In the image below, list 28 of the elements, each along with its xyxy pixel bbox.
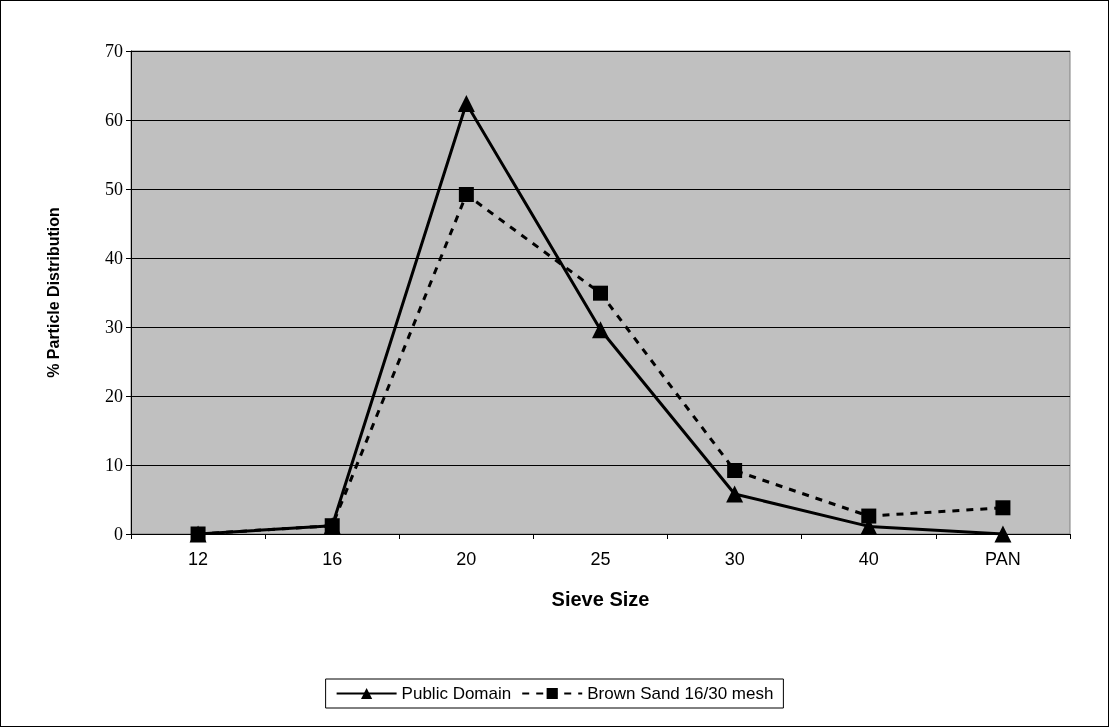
x-tick-label: 30 <box>724 549 745 569</box>
point <box>593 285 608 301</box>
point <box>726 485 744 503</box>
x-tick-label: 20 <box>456 549 477 569</box>
point <box>457 94 475 112</box>
legend-label: Brown Sand 16/30 mesh <box>587 684 774 703</box>
y-tick-label: 70 <box>105 41 123 61</box>
y-tick-label: 30 <box>105 317 123 337</box>
y-tick-label: 10 <box>105 455 123 475</box>
x-tick-label: 40 <box>858 549 879 569</box>
point <box>458 187 474 203</box>
x-tick-label: 12 <box>188 549 209 569</box>
x-axis-title: Sieve Size <box>551 588 650 610</box>
y-tick-label: 50 <box>105 179 123 199</box>
point <box>994 525 1012 543</box>
y-tick-label: 40 <box>105 248 123 268</box>
point <box>727 463 743 479</box>
x-tick-label: 25 <box>590 549 611 569</box>
y-tick-label: 0 <box>114 524 123 544</box>
y-tick-label: 60 <box>105 110 123 130</box>
legend-label: Public Domain <box>401 684 512 703</box>
x-tick-label: 16 <box>322 549 343 569</box>
y-axis-title: % Particle Distribution <box>44 207 62 378</box>
x-tick-label: PAN <box>985 549 1021 569</box>
point <box>592 321 609 339</box>
y-tick-label: 20 <box>105 386 123 406</box>
point <box>861 508 877 524</box>
point <box>995 500 1011 516</box>
